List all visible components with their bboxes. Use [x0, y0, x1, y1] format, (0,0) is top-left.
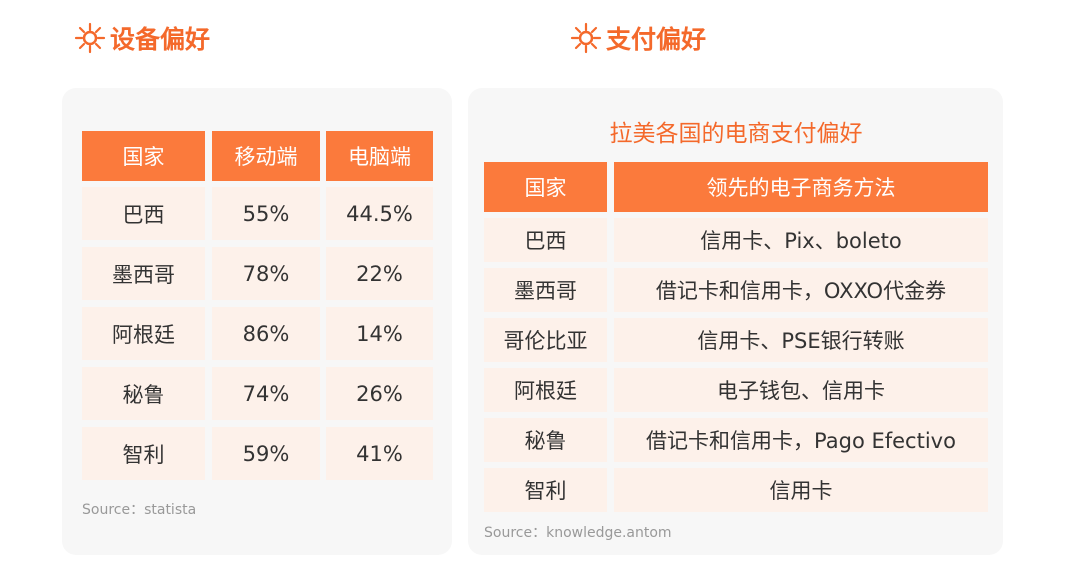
table-cell: 阿根廷 [82, 307, 205, 360]
section-title: 设备偏好 [110, 25, 211, 54]
table-cell: 借记卡和信用卡，OXXO代金券 [614, 268, 988, 312]
table-cell: 借记卡和信用卡，Pago Efectivo [614, 418, 988, 462]
sun-icon [74, 22, 106, 54]
table-cell: 巴西 [484, 218, 607, 262]
table-cell: 78% [212, 247, 320, 300]
table-cell: 电子钱包、信用卡 [614, 368, 988, 412]
source: Source：knowledge.antom [484, 525, 672, 541]
table-cell: 14% [326, 307, 433, 360]
table-cell: 秘鲁 [484, 418, 607, 462]
table-cell: 秘鲁 [82, 367, 205, 420]
table-cell: 阿根廷 [484, 368, 607, 412]
sun-icon [570, 22, 602, 54]
table-cell: 信用卡、Pix、boleto [614, 218, 988, 262]
table-cell: 智利 [82, 427, 205, 480]
table-caption: 拉美各国的电商支付偏好 [609, 121, 863, 147]
header-cell: 电脑端 [326, 131, 433, 181]
table-cell: 信用卡 [614, 468, 988, 512]
table-cell: 哥伦比亚 [484, 318, 607, 362]
section-title: 支付偏好 [606, 25, 707, 54]
table-cell: 74% [212, 367, 320, 420]
header-cell: 国家 [484, 162, 607, 212]
table-cell: 信用卡、PSE银行转账 [614, 318, 988, 362]
table-cell: 智利 [484, 468, 607, 512]
table-cell: 22% [326, 247, 433, 300]
header-cell: 领先的电子商务方法 [614, 162, 988, 212]
header-cell: 国家 [82, 131, 205, 181]
table-cell: 86% [212, 307, 320, 360]
header-cell: 移动端 [212, 131, 320, 181]
source: Source：statista [82, 502, 197, 518]
table-cell: 墨西哥 [484, 268, 607, 312]
table-cell: 44.5% [326, 187, 433, 240]
table-cell: 巴西 [82, 187, 205, 240]
table-cell: 55% [212, 187, 320, 240]
table-cell: 墨西哥 [82, 247, 205, 300]
table-cell: 59% [212, 427, 320, 480]
table-cell: 41% [326, 427, 433, 480]
table-cell: 26% [326, 367, 433, 420]
